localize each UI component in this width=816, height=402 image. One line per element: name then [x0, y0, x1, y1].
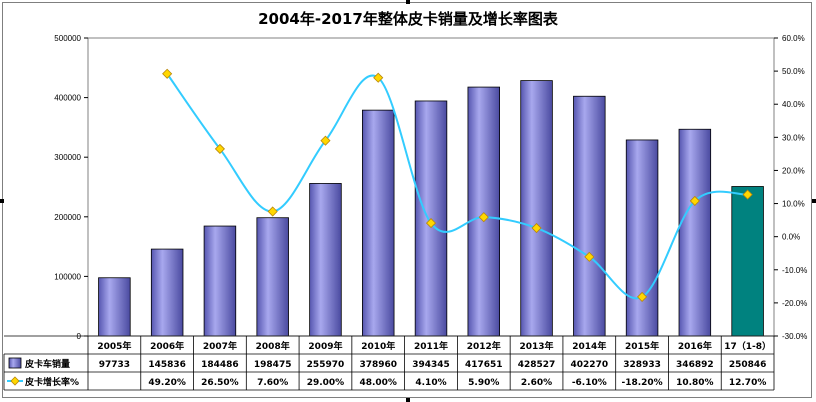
growth-value-cell: 5.90%	[468, 378, 499, 388]
x-axis-label: 2009年	[308, 340, 342, 352]
sales-value-cell: 97733	[99, 360, 130, 370]
growth-marker	[689, 195, 700, 206]
sales-value-cell: 184486	[201, 360, 239, 370]
x-axis-label: 2014年	[572, 340, 606, 352]
right-axis-label: -20.0%	[782, 299, 807, 308]
left-axis-label: 500000	[54, 34, 81, 43]
selection-handle-right[interactable]	[812, 199, 816, 203]
right-axis-label: 0.0%	[782, 233, 800, 242]
growth-marker	[478, 212, 489, 223]
left-axis-label: 100000	[54, 272, 81, 281]
legend-key-growth-marker	[10, 376, 20, 386]
chart-title: 2004年-2017年整体皮卡销量及增长率图表	[258, 10, 558, 28]
selection-handle-bottom[interactable]	[406, 398, 410, 402]
bar-layer	[98, 80, 764, 337]
sales-value-cell: 250846	[729, 360, 767, 370]
bar	[573, 95, 606, 337]
x-axis-label: 2011年	[414, 340, 448, 352]
growth-marker	[637, 291, 648, 302]
left-axis-label: 400000	[54, 94, 81, 103]
left-axis-label: 300000	[54, 153, 81, 162]
growth-marker	[742, 189, 753, 200]
sales-value-cell: 328933	[623, 360, 661, 370]
growth-value-cell: 48.00%	[359, 378, 397, 388]
growth-marker	[320, 135, 331, 146]
growth-marker	[162, 68, 173, 79]
bar	[203, 225, 237, 337]
right-axis-label: 50.0%	[782, 67, 805, 76]
growth-value-cell: 49.20%	[148, 378, 186, 388]
growth-value-cell: 7.60%	[257, 378, 288, 388]
bar	[361, 109, 395, 337]
x-axis-label: 2010年	[361, 340, 395, 352]
right-axis-label: 40.0%	[782, 100, 805, 109]
x-axis-label: 2016年	[678, 340, 712, 352]
bar	[98, 277, 131, 337]
bar	[678, 128, 712, 337]
growth-line	[166, 73, 748, 300]
right-axis-label: 30.0%	[782, 133, 805, 142]
growth-line-layer	[162, 68, 753, 302]
bar	[467, 86, 501, 337]
growth-value-cell: 12.70%	[729, 378, 767, 388]
legend-label-growth: 皮卡增长率%	[24, 376, 79, 388]
sales-value-cell: 378960	[359, 360, 397, 370]
bar	[256, 217, 289, 337]
bar	[520, 80, 553, 337]
right-axis-label: -10.0%	[782, 266, 807, 275]
axes-layer: 0 100000 200000 300000 400000 500000 -30.0% -20…	[54, 34, 807, 341]
right-axis-label: 20.0%	[782, 166, 805, 175]
growth-value-cell: 2.60%	[521, 378, 552, 388]
sales-value-cell: 428527	[518, 360, 556, 370]
sales-value-cell: 394345	[412, 360, 450, 370]
data-table: 2005年 2006年 2007年 2008年 2009年 2010年 2011年 2012年…	[3, 335, 775, 391]
x-axis-label: 2006年	[150, 340, 184, 352]
sales-value-cell: 145836	[148, 360, 186, 370]
sales-value-cell: 198475	[254, 360, 292, 370]
selection-handle-top[interactable]	[406, 0, 410, 4]
growth-marker	[531, 222, 542, 234]
sales-value-cell: 417651	[465, 360, 503, 370]
growth-marker	[425, 218, 437, 229]
right-axis-label: -30.0%	[782, 332, 807, 341]
x-axis-label: 2008年	[256, 340, 290, 352]
bar	[150, 248, 184, 337]
growth-value-cell: 10.80%	[676, 378, 714, 388]
growth-marker	[267, 206, 278, 217]
x-axis-label: 2012年	[467, 340, 501, 352]
growth-value-cell: 29.00%	[307, 378, 345, 388]
chart-frame	[2, 2, 812, 398]
right-axis-label: 60.0%	[782, 34, 805, 43]
growth-value-cell: -6.10%	[572, 378, 607, 388]
x-axis-label: 2005年	[97, 340, 131, 352]
selection-handle-left[interactable]	[0, 199, 4, 203]
right-axis-label: 10.0%	[782, 200, 805, 209]
growth-marker	[214, 143, 225, 154]
bar	[625, 139, 659, 337]
x-axis-label: 2013年	[520, 340, 554, 352]
x-axis-label: 2015年	[625, 340, 659, 352]
bar-highlighted	[731, 186, 764, 337]
x-axis-label: 2007年	[203, 340, 237, 352]
sales-value-cell: 402270	[571, 360, 609, 370]
growth-value-cell: 26.50%	[201, 378, 239, 388]
growth-marker	[584, 251, 595, 262]
bar	[309, 183, 342, 337]
sales-value-cell: 346892	[676, 360, 714, 370]
growth-value-cell: 4.10%	[415, 378, 446, 388]
x-axis-label: 17（1-8）	[724, 341, 771, 352]
legend-label-sales: 皮卡车销量	[24, 358, 70, 370]
growth-marker	[373, 72, 384, 83]
legend-key-sales	[8, 357, 22, 369]
sales-value-cell: 255970	[307, 360, 345, 370]
left-axis-label: 200000	[54, 213, 81, 222]
left-axis-label: 0	[77, 332, 82, 341]
growth-value-cell: -18.20%	[621, 378, 662, 388]
